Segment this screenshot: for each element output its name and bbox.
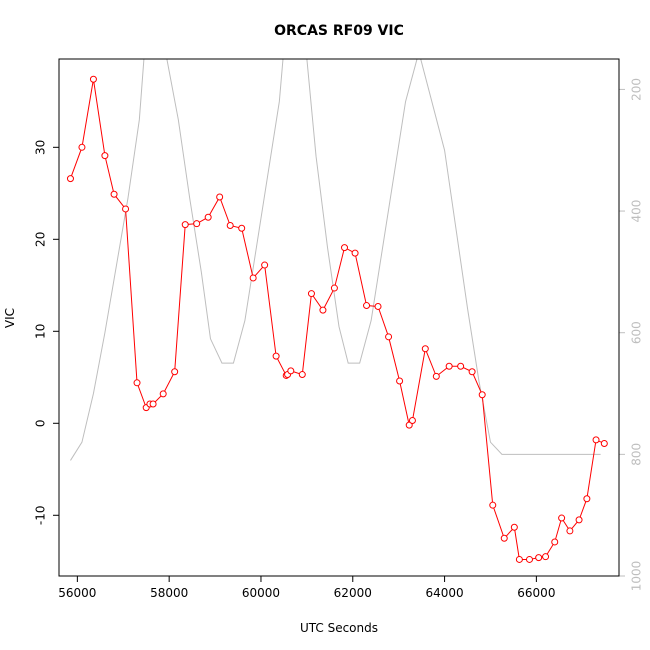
plot-frame <box>58 58 620 577</box>
chart-title: ORCAS RF09 VIC <box>274 23 404 39</box>
vic-data-point <box>445 362 453 370</box>
vic-data-point <box>272 352 280 360</box>
vic-data-point <box>238 224 246 232</box>
vic-data-point <box>421 345 429 353</box>
vic-data-point <box>89 75 97 83</box>
x-tick-label: 56000 <box>58 586 96 600</box>
vic-data-point <box>307 290 315 298</box>
vic-data-point <box>261 261 269 269</box>
vic-data-point <box>341 244 349 252</box>
vic-data-point <box>489 501 497 509</box>
vic-data-point <box>78 143 86 151</box>
vic-data-point <box>600 440 608 448</box>
vic-data-point <box>408 417 416 425</box>
x-tick-label: 60000 <box>242 586 280 600</box>
vic-data-point <box>385 333 393 341</box>
x-tick-label: 62000 <box>334 586 372 600</box>
secondary-series-layer <box>70 59 601 461</box>
vic-data-point <box>575 516 583 524</box>
vic-data-point <box>583 495 591 503</box>
vic-data-point <box>330 284 338 292</box>
y-tick-label: 20 <box>34 232 48 247</box>
vic-data-point <box>592 436 600 444</box>
vic-data-point <box>66 175 74 183</box>
vic-data-point <box>515 555 523 563</box>
y-axis-label: VIC <box>3 308 17 328</box>
vic-data-point <box>298 371 306 379</box>
vic-data-point <box>525 555 533 563</box>
vic-data-point <box>159 390 167 398</box>
vic-data-point <box>216 193 224 201</box>
vic-data-point <box>226 222 234 230</box>
y-tick-label: 10 <box>34 324 48 339</box>
vic-data-point <box>363 302 371 310</box>
vic-data-point <box>249 274 257 282</box>
vic-data-point <box>181 221 189 229</box>
vic-data-point <box>432 372 440 380</box>
vic-data-point <box>551 538 559 546</box>
vic-data-point <box>101 152 109 160</box>
y2-tick-label: 200 <box>630 78 644 101</box>
y-tick-label: 30 <box>34 140 48 155</box>
vic-data-point <box>457 362 465 370</box>
vic-data-point <box>193 220 201 228</box>
x-tick-label: 66000 <box>517 586 555 600</box>
altitude-series-line <box>70 59 601 461</box>
y2-tick-label: 800 <box>630 443 644 466</box>
vic-data-point <box>171 368 179 376</box>
vic-data-point <box>535 554 543 562</box>
vic-data-point <box>351 249 359 257</box>
y-tick-label: 0 <box>34 419 48 427</box>
vic-data-point <box>405 421 413 429</box>
vic-data-point <box>287 367 295 375</box>
vic-data-point <box>204 213 212 221</box>
vic-data-point <box>510 523 518 531</box>
vic-data-point <box>133 379 141 387</box>
vic-data-point <box>122 205 130 213</box>
x-tick-label: 64000 <box>425 586 463 600</box>
vic-data-point <box>149 400 157 408</box>
vic-data-point <box>500 534 508 542</box>
vic-data-point <box>478 391 486 399</box>
vic-data-point <box>396 377 404 385</box>
vic-data-point <box>566 527 574 535</box>
y2-tick-label: 600 <box>630 321 644 344</box>
y-tick-label: -10 <box>34 505 48 525</box>
vic-data-point <box>110 190 118 198</box>
x-tick-label: 58000 <box>150 586 188 600</box>
y2-tick-label: 400 <box>630 200 644 223</box>
vic-data-point <box>558 514 566 522</box>
vic-data-point <box>468 368 476 376</box>
axes-layer: 56000 58000 60000 62000 64000 66000 -10 0 10 20 30… <box>34 78 644 600</box>
y2-tick-label: 1000 <box>630 561 644 592</box>
vic-data-point <box>374 302 382 310</box>
primary-series-layer <box>66 75 608 563</box>
vic-data-point <box>542 553 550 561</box>
x-axis-label: UTC Seconds <box>300 621 378 635</box>
vic-data-point <box>319 306 327 314</box>
